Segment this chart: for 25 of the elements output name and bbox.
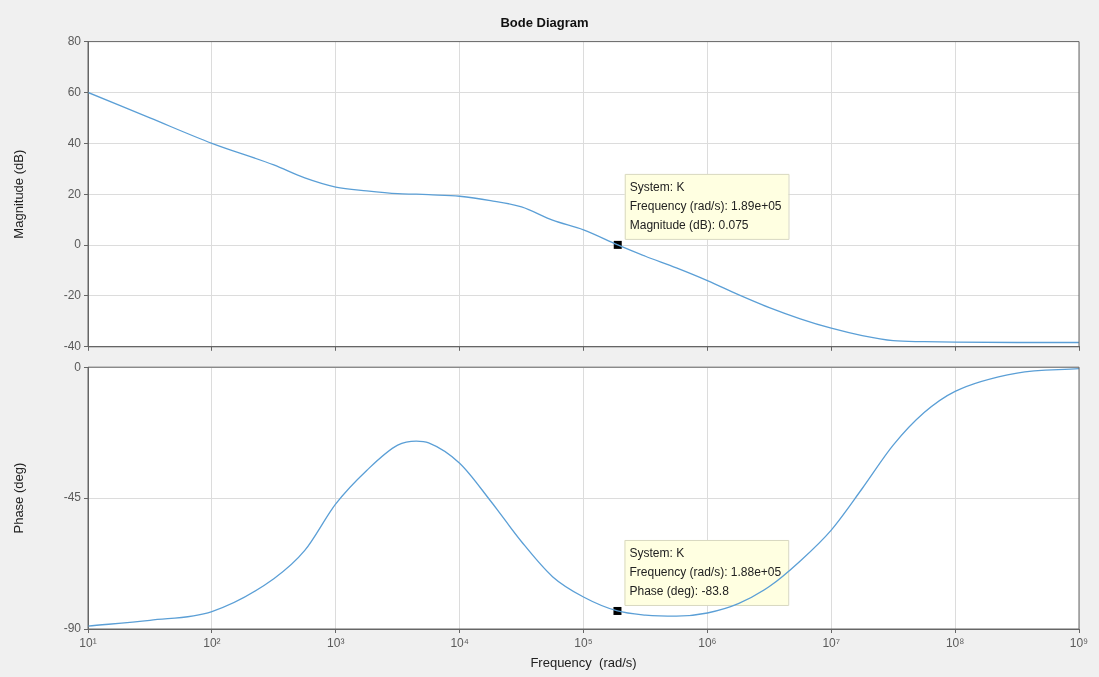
annotation: System: K Frequency (rad/s): 1.88e+05 Phase (deg): -83.8 bbox=[629, 545, 782, 598]
y-tick-label: -90 bbox=[63, 621, 82, 636]
y-tick-label: 0 bbox=[74, 237, 82, 252]
y-tick-label: 40 bbox=[67, 135, 82, 150]
x-tick-label: 10⁷ bbox=[822, 635, 841, 650]
x-tick-label: 10¹ bbox=[79, 635, 97, 650]
x-tick-label: 10⁴ bbox=[450, 635, 469, 650]
y-tick-label: 80 bbox=[67, 33, 82, 48]
annotation: System: K Frequency (rad/s): 1.89e+05 Magnitude (dB): 0.075 bbox=[629, 179, 782, 232]
x-tick-label: 10⁸ bbox=[945, 635, 965, 650]
y-tick-label: 60 bbox=[67, 84, 82, 99]
x-tick-label: 10⁵ bbox=[574, 635, 593, 650]
y-tick-label: 20 bbox=[67, 186, 82, 201]
x-axis-title: Frequency (rad/s) bbox=[530, 654, 637, 670]
x-tick-label: 10³ bbox=[327, 635, 345, 650]
y-tick-label: -20 bbox=[63, 288, 82, 303]
y-tick-label: 0 bbox=[74, 359, 82, 374]
chart-title: Bode Diagram bbox=[500, 15, 589, 31]
x-tick-label: 10⁶ bbox=[698, 635, 717, 650]
x-tick-label: 10⁹ bbox=[1069, 635, 1089, 650]
y-axis-title: Phase (deg) bbox=[11, 462, 27, 534]
y-axis-title: Magnitude (dB) bbox=[11, 149, 27, 239]
x-tick-label: 10² bbox=[203, 635, 221, 650]
y-tick-label: -45 bbox=[63, 490, 82, 505]
y-tick-label: -40 bbox=[63, 339, 82, 354]
